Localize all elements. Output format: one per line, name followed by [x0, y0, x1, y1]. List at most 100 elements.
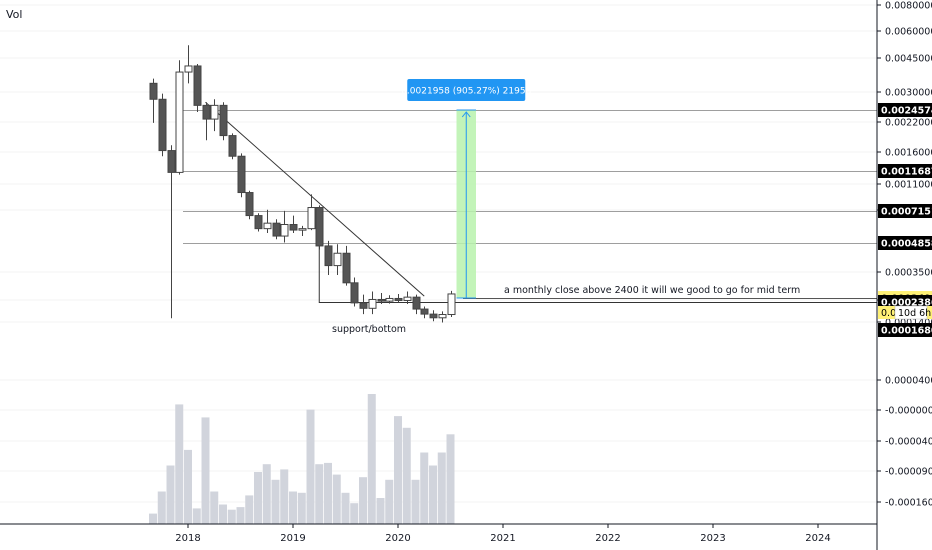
volume-bar [201, 417, 210, 524]
price-tag: 0.0002386 [878, 295, 932, 309]
price-tag-text: 0.0011687 [881, 167, 932, 178]
candle [368, 291, 377, 315]
descending-trendline[interactable] [205, 101, 425, 297]
price-tag: 0.0004858 [878, 236, 932, 250]
candle [210, 99, 219, 132]
price-tick-label: -0.0000900 [885, 467, 932, 478]
countdown-tag: 0.0 10d 6h [878, 305, 932, 320]
candle [420, 306, 429, 319]
annotation-text: a monthly close above 2400 it will we go… [504, 285, 800, 296]
candle-body [342, 252, 351, 284]
candle [184, 45, 193, 84]
price-tag-text: 0.0001680 [881, 326, 932, 337]
candle [158, 93, 167, 157]
candle-body [385, 297, 394, 302]
candle [167, 145, 176, 319]
candle-body [272, 222, 281, 237]
candle-body [420, 308, 429, 315]
price-tick-label: -0.0000400 [885, 437, 932, 448]
price-tick-label: 0.0030000 [885, 88, 932, 99]
price-tag-text: 0.0024574 [881, 106, 932, 117]
time-tick-label: 2023 [700, 533, 725, 544]
volume-bar [210, 491, 219, 524]
volume-bar [184, 449, 192, 524]
price-tick-label: 0.0080000 [885, 1, 932, 12]
candle-body [412, 296, 421, 310]
volume-bar [245, 495, 254, 524]
price-tick-label: 0.0000400 [885, 376, 932, 387]
candle [359, 294, 368, 315]
price-tick-label: 0.0045000 [885, 54, 932, 65]
candle-body [149, 82, 158, 100]
time-axis[interactable]: 2018 2019 2020 2021 2022 2023 2024 [0, 523, 877, 544]
volume-bar [420, 452, 429, 524]
candle-body [350, 282, 359, 304]
candle-body [202, 104, 211, 120]
candle-body [289, 224, 298, 231]
candle-body [263, 222, 272, 230]
time-tick-label: 2018 [175, 533, 200, 544]
volume-bar [157, 491, 166, 524]
countdown-prefix: 0.0 [881, 308, 896, 319]
price-tick-label: 0.0016000 [885, 148, 932, 159]
time-tick-label: 2021 [490, 533, 515, 544]
candle [237, 153, 246, 198]
candle-body [245, 192, 254, 217]
candle [429, 310, 438, 322]
time-tick-label: 2020 [385, 533, 410, 544]
candle [254, 213, 263, 232]
candle [193, 64, 202, 112]
price-tag-text: 0.0007151 [881, 207, 932, 218]
candle-body [219, 104, 228, 137]
volume-bar [271, 479, 280, 524]
trendline[interactable] [205, 101, 425, 297]
volume-bar [367, 394, 376, 524]
candle-body [280, 224, 289, 237]
volume-label: Vol [6, 8, 22, 21]
candle [245, 190, 254, 220]
price-axis[interactable]: 0.00800000.00600000.00450000.00300000.00… [876, 0, 932, 550]
volume-bar [332, 474, 341, 524]
measure-arrowhead [461, 111, 471, 118]
candle [342, 245, 351, 286]
candle-body [237, 155, 246, 194]
volume-bar [192, 508, 201, 524]
price-tick-label: -0.0000000 [885, 406, 932, 417]
candle [289, 215, 298, 234]
volume-bar [324, 462, 332, 524]
volume-bar [394, 416, 402, 524]
price-tag-text: 0.0002386 [881, 298, 932, 309]
volume-bar [175, 404, 184, 524]
price-tag-text: 0.0004858 [881, 239, 932, 250]
candle-body [254, 215, 263, 230]
measure-tool[interactable]: 0.0021958 (905.27%) 21958 [401, 79, 532, 299]
price-tick-label: 0.0060000 [885, 27, 932, 38]
candle-body [368, 298, 377, 309]
volume-bar [402, 427, 411, 524]
candle-body [175, 71, 184, 173]
candle [175, 60, 184, 175]
price-tag: 0.0011687 [878, 164, 932, 178]
candle [438, 311, 447, 323]
candle [447, 290, 456, 317]
volume-bar [341, 492, 350, 524]
price-tick-label: 0.0011000 [885, 180, 932, 191]
candle [385, 295, 394, 304]
candle-body [298, 228, 307, 231]
price-tag: 0.0007151 [878, 204, 932, 218]
candle-body [377, 298, 386, 302]
measure-label: 0.0021958 (905.27%) 21958 [401, 87, 531, 97]
price-tags: 0.00245740.00116870.00071510.00048580.00… [878, 103, 932, 337]
candle [377, 293, 386, 304]
candle [228, 133, 237, 160]
candle [403, 291, 412, 304]
candle-body [184, 65, 193, 73]
volume-bar [376, 498, 385, 524]
volume-bar [149, 513, 157, 524]
measure-label-box [407, 79, 526, 101]
chart-gridlines [0, 4, 877, 503]
volume-bar [289, 491, 297, 524]
horizontal-levels[interactable] [183, 110, 877, 299]
volume-bar [429, 465, 437, 524]
